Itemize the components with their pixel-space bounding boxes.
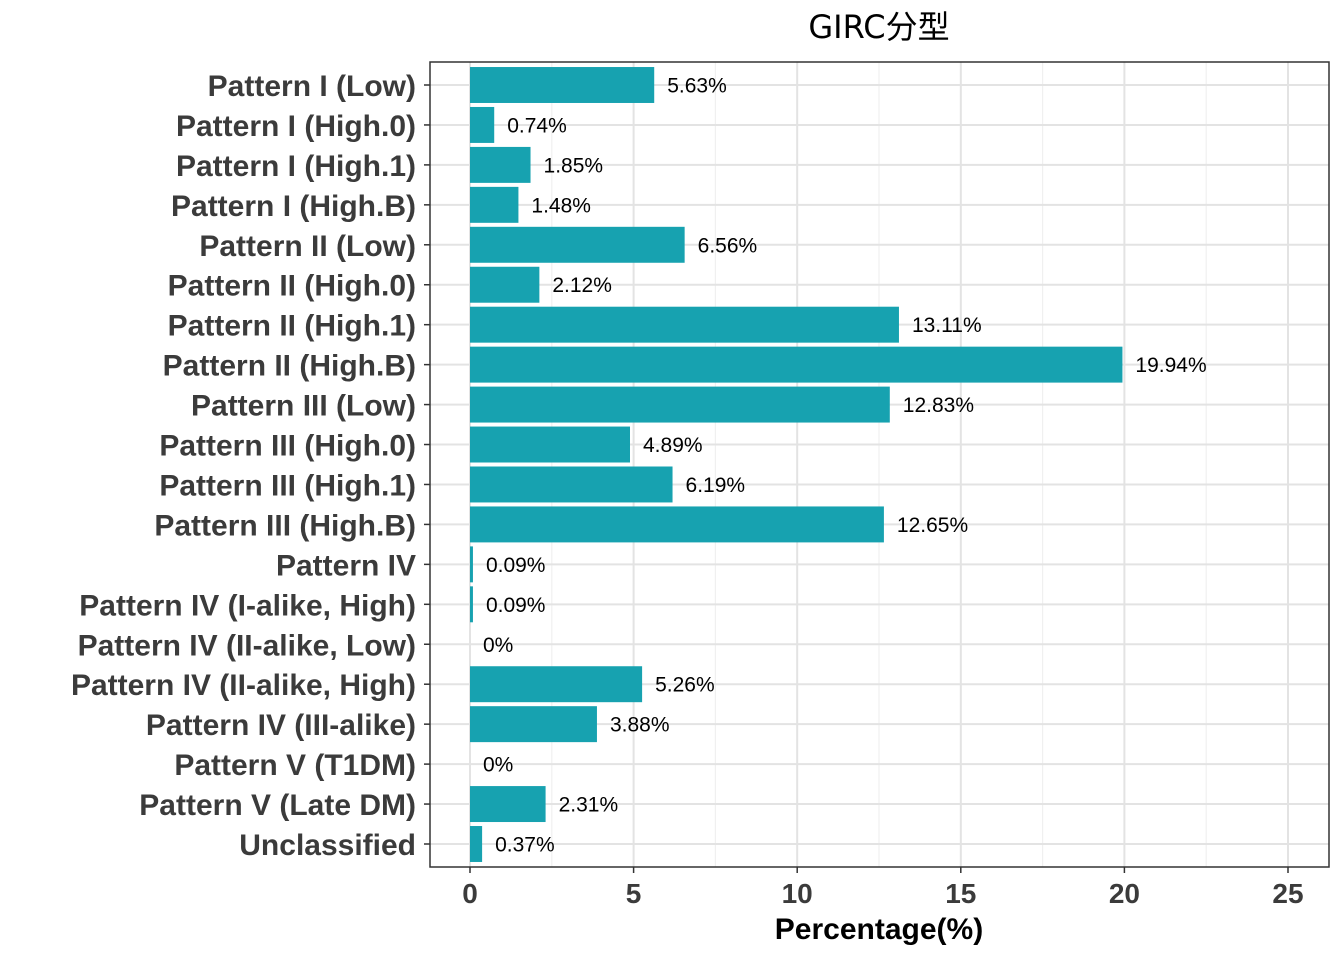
y-tick-label: Pattern II (High.1) (168, 310, 416, 343)
bar (470, 506, 884, 543)
bar-value-label: 0% (483, 754, 513, 777)
grid-lines (430, 62, 1329, 867)
y-tick-label: Pattern IV (III-alike) (146, 709, 416, 742)
bar-value-label: 4.89% (643, 434, 703, 457)
y-tick-label: Pattern II (Low) (199, 230, 416, 263)
bar (470, 786, 546, 823)
bar-value-label: 12.65% (897, 514, 968, 537)
y-tick-label: Pattern I (Low) (208, 70, 416, 103)
bar (470, 106, 495, 143)
bar (470, 466, 673, 503)
bar (470, 226, 685, 263)
bar-value-label: 5.26% (655, 674, 715, 697)
bar-value-label: 0% (483, 634, 513, 657)
y-tick-label: Pattern II (High.B) (163, 350, 416, 383)
bar-value-label: 3.88% (610, 714, 670, 737)
x-axis-title: Percentage(%) (775, 913, 983, 946)
bar (470, 146, 531, 183)
bar (470, 426, 631, 463)
bar (470, 266, 540, 303)
bar-value-label: 0.74% (507, 114, 567, 137)
x-tick-label: 0 (462, 878, 478, 909)
bar (470, 706, 597, 743)
bar (470, 666, 643, 703)
y-tick-label: Pattern I (High.0) (176, 110, 416, 143)
y-tick-label: Pattern IV (I-alike, High) (79, 589, 416, 622)
x-tick-label: 25 (1272, 878, 1303, 909)
chart-title: GIRC分型 (808, 8, 949, 46)
x-tick-label: 20 (1109, 878, 1140, 909)
bar (470, 186, 519, 223)
bar-value-label: 0.09% (486, 554, 546, 577)
y-tick-label: Pattern III (High.1) (159, 469, 416, 502)
y-tick-label: Unclassified (239, 829, 416, 862)
y-tick-label: Pattern IV (II-alike, High) (71, 669, 416, 702)
y-tick-label: Pattern III (High.B) (154, 509, 416, 542)
y-tick-label: Pattern II (High.0) (168, 270, 416, 303)
bar-value-label: 12.83% (903, 394, 974, 417)
bar-value-label: 2.12% (552, 274, 612, 297)
bar-value-label: 5.63% (667, 75, 727, 98)
y-tick-label: Pattern IV (276, 549, 416, 582)
bar-value-label: 0.09% (486, 594, 546, 617)
x-tick-label: 10 (782, 878, 813, 909)
bar (470, 67, 655, 103)
x-tick-label: 5 (626, 878, 642, 909)
y-tick-label: Pattern III (High.0) (159, 430, 416, 463)
x-axis: 0 5 10 15 20 25 (462, 867, 1304, 909)
bar (470, 306, 899, 343)
bar-value-label: 6.56% (698, 234, 758, 257)
bar-value-label: 2.31% (559, 794, 619, 817)
bar-value-label: 1.48% (531, 194, 591, 217)
plot-panel-border (429, 61, 1330, 868)
bar-value-label: 19.94% (1135, 354, 1206, 377)
bar-value-label: 6.19% (686, 474, 746, 497)
y-tick-label: Pattern IV (II-alike, Low) (78, 629, 416, 662)
y-tick-label: Pattern III (Low) (191, 390, 416, 423)
y-axis: Pattern I (Low) Pattern I (High.0) Pattern… (71, 70, 430, 862)
bar (470, 386, 890, 423)
y-tick-label: Pattern I (High.B) (171, 190, 416, 223)
bar (470, 346, 1123, 383)
bar-value-label: 1.85% (544, 154, 604, 177)
bar (470, 546, 473, 583)
bar-value-label: 0.37% (495, 834, 555, 857)
y-tick-label: Pattern I (High.1) (176, 150, 416, 183)
bar-value-label: 13.11% (912, 314, 982, 337)
bar (470, 826, 483, 862)
bars: 5.63% 0.74% 1.85% 1.48% 6.56% 2.12% 13.11% 19.9… (470, 67, 1207, 862)
bar (470, 586, 473, 623)
y-tick-label: Pattern V (T1DM) (174, 749, 416, 782)
y-tick-label: Pattern V (Late DM) (139, 789, 416, 822)
x-tick-label: 15 (945, 878, 976, 909)
